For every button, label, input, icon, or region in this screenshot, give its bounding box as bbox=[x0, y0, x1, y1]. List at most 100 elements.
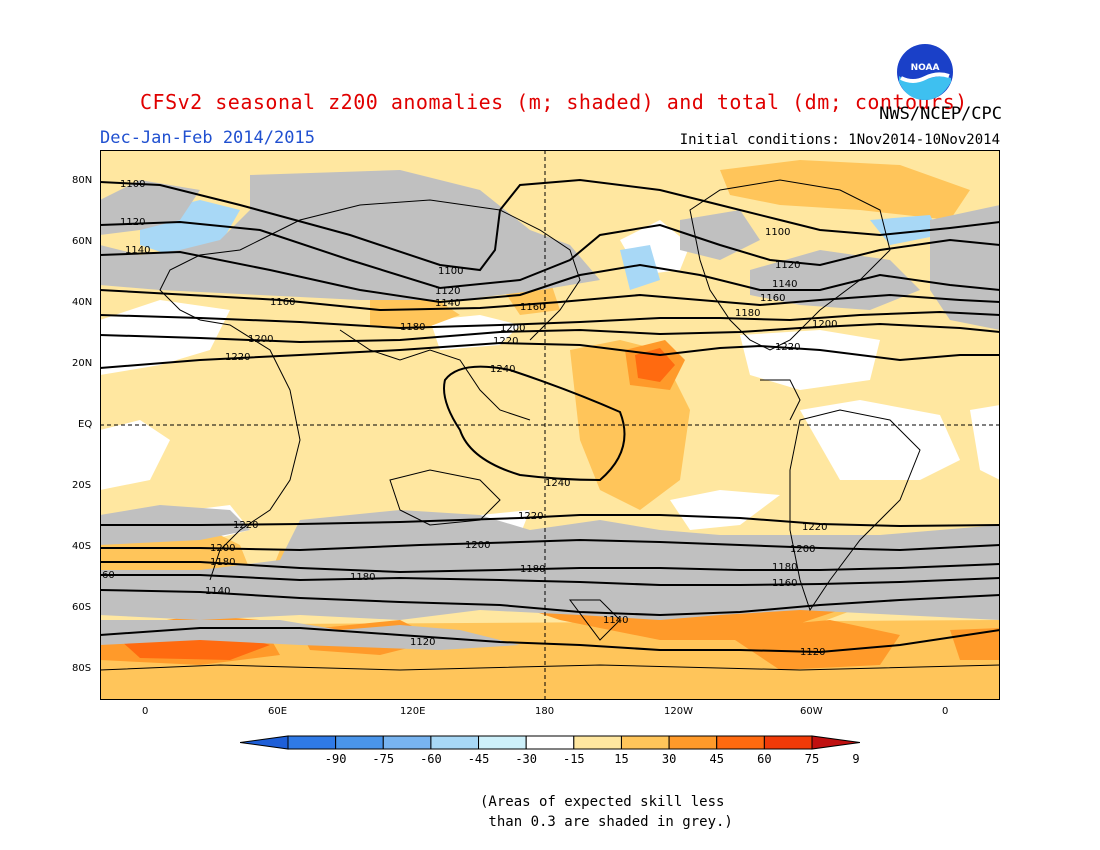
contour-label: 1140 bbox=[125, 245, 150, 256]
lon-label-60w: 60W bbox=[800, 706, 823, 717]
height-contours bbox=[100, 178, 1000, 654]
colorbar-tick-label: -60 bbox=[420, 752, 442, 766]
colorbar-left-arrow bbox=[239, 735, 289, 750]
contour-label: 1120 bbox=[800, 647, 825, 658]
colorbar-tick-label: -75 bbox=[372, 752, 394, 766]
agency-label: NWS/NCEP/CPC bbox=[879, 104, 1002, 124]
colorbar: -90 -75 -60 -45 -30 -15 15 30 45 60 75 90 bbox=[239, 734, 867, 774]
contour-label: 1140 bbox=[205, 586, 230, 597]
contour-label: 1100 bbox=[438, 266, 463, 277]
contour-label: 1140 bbox=[603, 615, 628, 626]
colorbar-box bbox=[287, 735, 337, 750]
contour-label: 1220 bbox=[233, 520, 258, 531]
contour-label: 1200 bbox=[465, 540, 490, 551]
contour-label: 1120 bbox=[775, 260, 800, 271]
contour-label: 1220 bbox=[225, 352, 250, 363]
lat-label-80n: 80N bbox=[72, 175, 93, 186]
contour-label: 1180 bbox=[400, 322, 425, 333]
contour-label: 1240 bbox=[545, 478, 570, 489]
colorbar-tick-label: -90 bbox=[325, 752, 347, 766]
contour-1120-s bbox=[100, 627, 1000, 654]
map-panel: 1100 1120 1140 1100 1120 1140 1160 1160 … bbox=[100, 150, 1000, 700]
lat-label-20n: 20N bbox=[72, 358, 93, 369]
contour-label: 1160 bbox=[760, 293, 785, 304]
contour-1140-s bbox=[100, 589, 1000, 617]
season-label: Dec-Jan-Feb 2014/2015 bbox=[100, 128, 315, 148]
contour-label: 1200 bbox=[248, 334, 273, 345]
contour-1180-s bbox=[100, 561, 1000, 574]
lat-label-20s: 20S bbox=[72, 480, 92, 491]
lon-label-0-right: 0 bbox=[942, 706, 949, 717]
colorbar-box bbox=[763, 735, 813, 750]
colorbar-tick-label: 60 bbox=[757, 752, 771, 766]
colorbar-tick-label: -15 bbox=[563, 752, 585, 766]
contour-1120 bbox=[100, 220, 1000, 290]
contour-label: 1120 bbox=[120, 217, 145, 228]
contour-label: 1220 bbox=[493, 336, 518, 347]
colorbar-right-arrow bbox=[811, 735, 861, 750]
contour-1220 bbox=[100, 341, 1000, 369]
contour-label: 1160 bbox=[772, 578, 797, 589]
colorbar-box bbox=[525, 735, 575, 750]
contour-labels: 1100 1120 1140 1100 1120 1140 1160 1160 … bbox=[102, 179, 837, 658]
figure-title: CFSv2 seasonal z200 anomalies (m; shaded… bbox=[140, 90, 968, 114]
contour-1160 bbox=[100, 289, 1000, 312]
contour-label: 1180 bbox=[772, 562, 797, 573]
contour-1180 bbox=[100, 310, 1000, 330]
contour-label: 60 bbox=[102, 570, 115, 581]
lon-label-60e: 60E bbox=[268, 706, 288, 717]
contour-1100 bbox=[100, 178, 1000, 272]
contour-label: 1160 bbox=[270, 297, 295, 308]
contour-label: 1120 bbox=[410, 637, 435, 648]
contour-label: 1200 bbox=[790, 544, 815, 555]
lat-label-80s: 80S bbox=[72, 663, 92, 674]
contour-label: 1220 bbox=[518, 511, 543, 522]
noaa-logo-icon: NOAA bbox=[895, 42, 955, 102]
colorbar-box bbox=[335, 735, 384, 750]
contour-label: 1200 bbox=[210, 543, 235, 554]
colorbar-tick-label: -30 bbox=[515, 752, 537, 766]
contour-1240 bbox=[443, 365, 626, 482]
colorbar-tick-label: 30 bbox=[662, 752, 676, 766]
initial-conditions: Initial conditions: 1Nov2014-10Nov2014 bbox=[679, 132, 1000, 148]
colorbar-box bbox=[716, 735, 765, 750]
colorbar-tick-label: 75 bbox=[805, 752, 819, 766]
contour-1200-s bbox=[100, 538, 1000, 552]
contour-label: 1160 bbox=[520, 302, 545, 313]
contour-label: 1240 bbox=[490, 364, 515, 375]
lat-label-40n: 40N bbox=[72, 297, 93, 308]
map-frame bbox=[100, 150, 1000, 700]
lon-label-120w: 120W bbox=[664, 706, 693, 717]
colorbar-box bbox=[478, 735, 527, 750]
logo-text: NOAA bbox=[911, 63, 940, 73]
contour-1140 bbox=[100, 250, 1000, 304]
colorbar-tick-label: 15 bbox=[614, 752, 628, 766]
contour-label: 1220 bbox=[802, 522, 827, 533]
colorbar-box bbox=[382, 735, 432, 750]
contour-1220-s bbox=[100, 514, 1000, 528]
colorbar-box bbox=[620, 735, 670, 750]
colorbar-box bbox=[668, 735, 718, 750]
lat-label-eq: EQ bbox=[78, 419, 93, 430]
contour-label: 1180 bbox=[210, 557, 235, 568]
contour-label: 1120 bbox=[435, 286, 460, 297]
contour-label: 1140 bbox=[772, 279, 797, 290]
lon-label-180: 180 bbox=[535, 706, 555, 717]
lon-label-0: 0 bbox=[142, 706, 149, 717]
contour-1200 bbox=[100, 322, 1000, 344]
contour-label: 1220 bbox=[775, 342, 800, 353]
colorbar-box bbox=[573, 735, 622, 750]
lat-label-40s: 40S bbox=[72, 541, 92, 552]
contour-label: 1100 bbox=[120, 179, 145, 190]
contour-label: 1200 bbox=[812, 319, 837, 330]
contour-label: 1180 bbox=[735, 308, 760, 319]
map-canvas: 1100 1120 1140 1100 1120 1140 1160 1160 … bbox=[100, 150, 1000, 700]
contour-label: 1140 bbox=[435, 298, 460, 309]
skill-note: (Areas of expected skill less than 0.3 a… bbox=[480, 794, 733, 830]
lon-label-120e: 120E bbox=[400, 706, 426, 717]
contour-1160-s bbox=[100, 574, 1000, 586]
colorbar-svg: -90 -75 -60 -45 -30 -15 15 30 45 60 75 90 bbox=[239, 735, 867, 766]
colorbar-tick-label: -45 bbox=[468, 752, 490, 766]
colorbar-tick-label: 90 bbox=[852, 752, 860, 766]
contour-label: 1180 bbox=[350, 572, 375, 583]
